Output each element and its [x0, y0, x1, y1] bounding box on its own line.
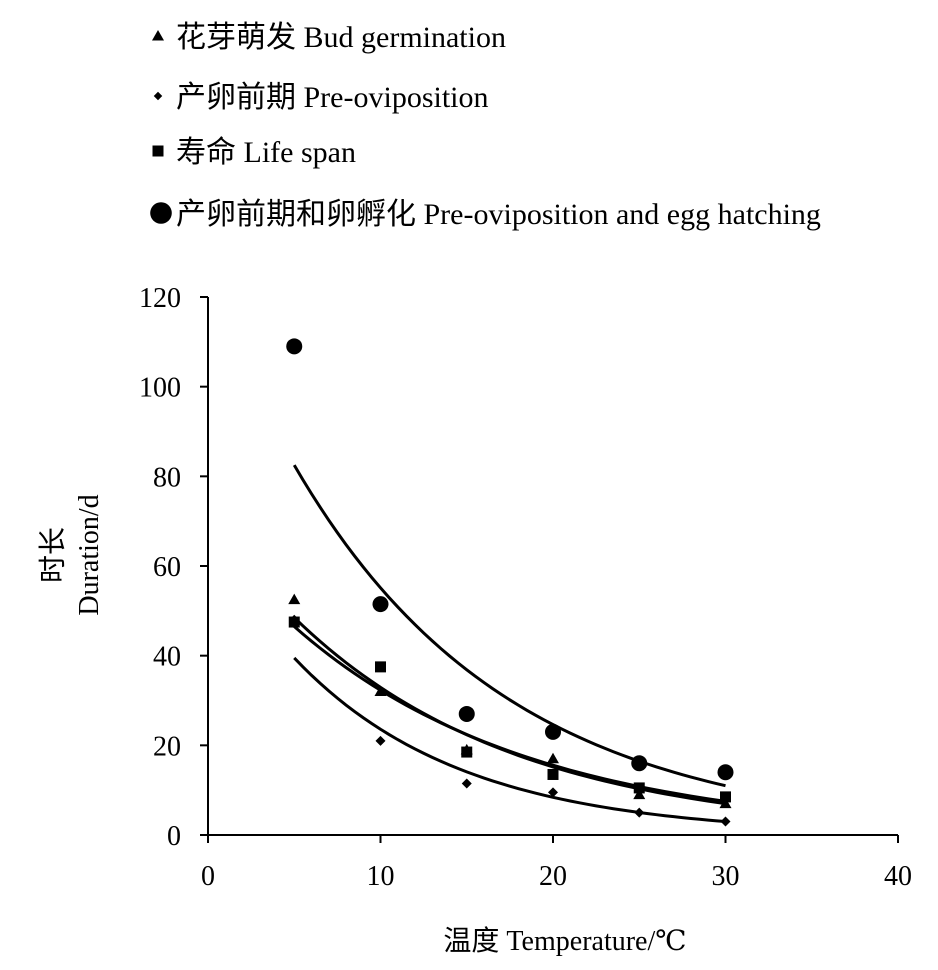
legend-marker-circle: [150, 202, 172, 224]
ticks: 0 20 40 60 80 100 120 0 10 20 30 40: [139, 283, 912, 892]
legend-label: 产卵前期和卵孵化 Pre-oviposition and egg hatchin…: [176, 198, 821, 231]
x-tick-label: 40: [884, 861, 912, 892]
point-diamond: [634, 807, 645, 818]
point-circle: [545, 723, 561, 740]
legend-label: 产卵前期 Pre-oviposition: [176, 81, 489, 114]
point-circle: [458, 705, 475, 722]
x-tick-label: 10: [367, 861, 395, 892]
points: [286, 338, 734, 827]
legend-marker-triangle: [152, 30, 164, 41]
trendline-diamond: [293, 656, 726, 824]
y-tick-label: 0: [167, 821, 181, 852]
y-tick-label: 80: [153, 462, 181, 493]
legend-label: 寿命 Life span: [176, 136, 356, 169]
x-tick-label: 0: [201, 861, 215, 892]
point-triangle: [633, 788, 646, 800]
point-diamond: [720, 816, 731, 827]
point-circle: [286, 338, 303, 355]
y-axis-title-line1: 时长: [37, 527, 69, 583]
legend-label: 花芽萌发 Bud germination: [176, 21, 506, 54]
x-axis-title: 温度 Temperature/℃: [443, 925, 686, 957]
x-tick-label: 20: [539, 861, 567, 892]
trendline-triangle: [293, 616, 726, 806]
point-square: [547, 768, 559, 780]
y-tick-label: 60: [153, 552, 181, 583]
trendline-square: [293, 625, 726, 803]
trendlines: [292, 464, 726, 824]
point-diamond: [461, 778, 472, 789]
point-triangle: [374, 685, 387, 697]
y-tick-label: 120: [139, 283, 181, 314]
point-square: [720, 791, 731, 803]
point-triangle: [288, 593, 301, 605]
point-square: [461, 746, 473, 758]
y-tick-label: 40: [153, 642, 181, 673]
point-triangle: [719, 797, 732, 809]
point-diamond: [375, 735, 386, 746]
legend-marker-square: [152, 145, 164, 157]
y-tick-label: 20: [153, 731, 181, 762]
point-circle: [372, 596, 389, 613]
point-circle: [717, 764, 734, 781]
y-tick-label: 100: [139, 373, 181, 404]
x-tick-label: 30: [712, 861, 740, 892]
point-circle: [631, 755, 648, 772]
point-square: [633, 782, 645, 794]
point-square: [375, 661, 386, 673]
point-square: [288, 616, 300, 628]
point-triangle: [547, 752, 559, 764]
legend: 花芽萌发 Bud germination 产卵前期 Pre-oviposition…: [150, 21, 821, 231]
y-axis-title-line2: Duration/d: [74, 494, 105, 615]
legend-marker-diamond: [153, 91, 163, 101]
trendline-circle: [292, 464, 726, 788]
point-diamond: [548, 787, 558, 798]
